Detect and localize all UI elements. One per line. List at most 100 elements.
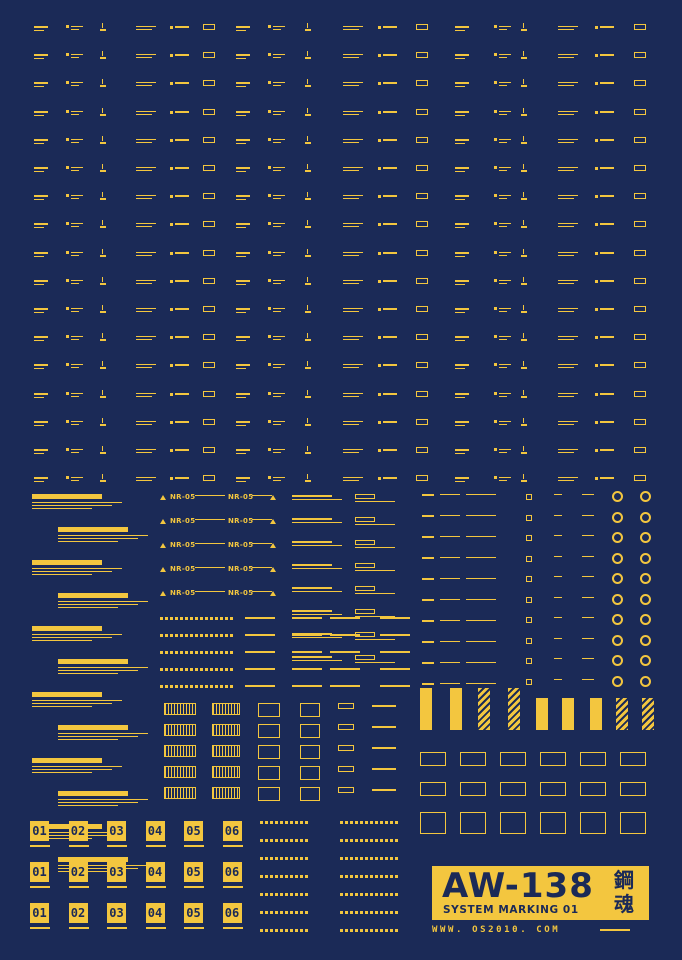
micro-marking bbox=[34, 340, 44, 342]
micro-marking bbox=[203, 249, 215, 256]
micro-marking bbox=[102, 446, 103, 451]
micro-marking bbox=[136, 26, 156, 27]
micro-marking bbox=[499, 449, 511, 450]
micro-marking bbox=[634, 277, 646, 284]
frame-decal bbox=[620, 752, 646, 766]
micro-marking bbox=[383, 26, 397, 28]
micro-marking bbox=[558, 57, 574, 59]
micro-marking bbox=[305, 57, 311, 60]
micro-marking bbox=[66, 53, 69, 57]
micro-marking bbox=[383, 364, 397, 367]
micro-marking bbox=[268, 25, 271, 28]
small-text bbox=[372, 768, 396, 770]
micro-marking bbox=[66, 81, 69, 85]
micro-marking bbox=[136, 167, 156, 168]
micro-marking bbox=[343, 311, 359, 312]
micro-marking bbox=[34, 477, 48, 480]
micro-marking bbox=[343, 167, 363, 168]
micro-marking bbox=[523, 474, 524, 480]
number-tile: 06 bbox=[222, 862, 242, 882]
caution-small bbox=[440, 662, 460, 663]
micro-marking bbox=[236, 481, 246, 483]
strip-label bbox=[380, 668, 410, 670]
micro-marking bbox=[600, 82, 614, 85]
x-marker-box bbox=[300, 745, 320, 759]
micro-marking bbox=[521, 452, 527, 454]
micro-marking bbox=[203, 418, 215, 425]
serial-fine-print bbox=[32, 769, 112, 770]
micro-marking bbox=[416, 277, 428, 284]
micro-marking bbox=[102, 474, 103, 480]
serial-fine-print bbox=[58, 667, 148, 668]
micro-marking bbox=[307, 51, 308, 57]
number-tile-sub-marking bbox=[222, 845, 243, 847]
micro-marking bbox=[203, 193, 215, 200]
ring-label bbox=[582, 596, 594, 598]
micro-marking bbox=[499, 279, 511, 281]
serial-fine-print bbox=[32, 502, 122, 503]
micro-marking bbox=[71, 198, 79, 200]
micro-marking bbox=[34, 138, 48, 141]
micro-marking bbox=[273, 141, 281, 143]
micro-marking bbox=[558, 110, 578, 112]
micro-marking bbox=[236, 26, 250, 28]
micro-marking bbox=[100, 339, 106, 342]
micro-marking bbox=[521, 170, 527, 172]
caution-box bbox=[355, 655, 375, 660]
micro-marking bbox=[558, 339, 574, 341]
micro-marking bbox=[136, 195, 156, 197]
micro-marking bbox=[634, 165, 646, 171]
micro-marking bbox=[236, 54, 250, 57]
number-tile-sub-marking bbox=[222, 886, 243, 888]
number-tile: 05 bbox=[184, 903, 203, 923]
micro-marking bbox=[305, 254, 311, 257]
micro-marking bbox=[236, 110, 250, 113]
caution-small bbox=[466, 536, 496, 537]
micro-marking bbox=[494, 166, 497, 169]
number-tile-sub-marking bbox=[30, 886, 50, 888]
caution-text bbox=[292, 495, 332, 497]
caution-small bbox=[440, 536, 460, 537]
micro-marking bbox=[494, 278, 497, 282]
micro-marking bbox=[66, 307, 69, 310]
micro-marking bbox=[378, 138, 381, 142]
micro-marking bbox=[558, 85, 574, 87]
micro-marking bbox=[455, 336, 469, 339]
micro-marking bbox=[71, 226, 79, 228]
number-tile-sub-marking bbox=[145, 927, 166, 929]
micro-marking bbox=[34, 255, 44, 257]
ring-label bbox=[554, 555, 562, 557]
hatched-bar-decal bbox=[508, 688, 520, 730]
ring-cross bbox=[526, 678, 532, 685]
nr-fine-print bbox=[195, 519, 225, 520]
serial-fine-print bbox=[58, 538, 138, 539]
strip-label bbox=[380, 651, 410, 653]
micro-marking bbox=[136, 449, 156, 450]
micro-marking bbox=[34, 142, 44, 144]
hatched-bar-decal bbox=[478, 688, 490, 730]
warning-triangle bbox=[160, 495, 166, 500]
micro-marking bbox=[175, 392, 189, 395]
micro-marking bbox=[71, 311, 79, 312]
micro-marking bbox=[383, 420, 397, 423]
micro-marking bbox=[499, 170, 507, 171]
frame-decal bbox=[460, 782, 486, 796]
micro-marking bbox=[170, 195, 173, 199]
micro-marking bbox=[203, 447, 215, 453]
micro-marking bbox=[34, 110, 48, 113]
micro-marking bbox=[416, 136, 428, 143]
micro-marking bbox=[521, 395, 527, 398]
micro-marking bbox=[273, 110, 285, 112]
micro-marking bbox=[343, 226, 359, 228]
micro-marking bbox=[521, 113, 527, 116]
micro-marking bbox=[175, 110, 189, 113]
micro-marking bbox=[268, 391, 271, 395]
nr-05-label: NR-05 bbox=[170, 541, 196, 549]
caution-small bbox=[422, 620, 434, 622]
micro-marking bbox=[494, 194, 497, 198]
ring-label bbox=[554, 637, 562, 639]
micro-marking bbox=[343, 113, 359, 115]
micro-marking bbox=[455, 396, 465, 398]
micro-marking bbox=[521, 423, 527, 426]
caution-small bbox=[466, 515, 496, 516]
